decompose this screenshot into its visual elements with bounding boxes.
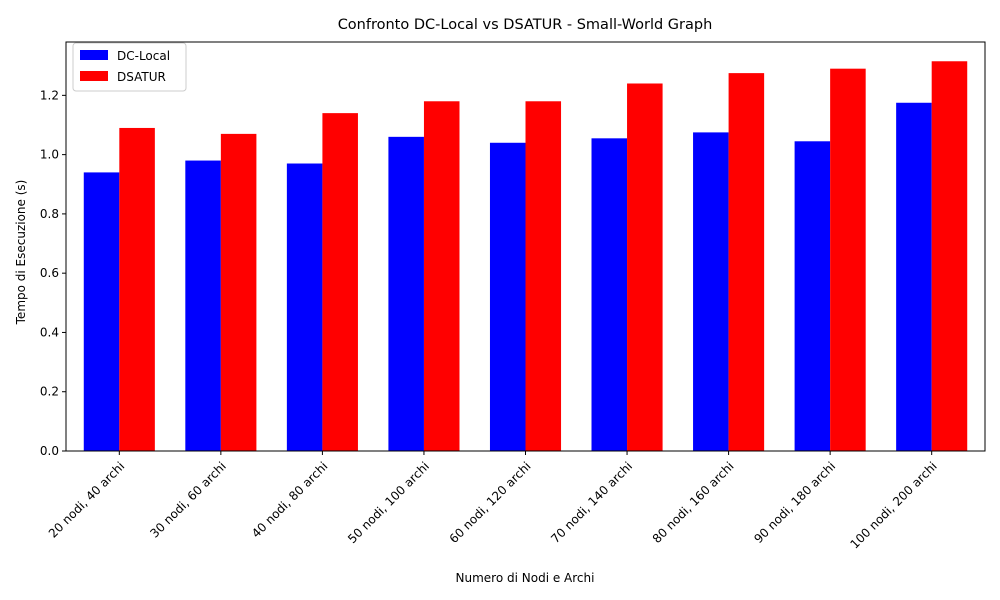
bar-dsatur-2 bbox=[322, 113, 358, 451]
x-tick-label-2: 40 nodi, 80 archi bbox=[249, 459, 331, 541]
bar-dsatur-8 bbox=[931, 61, 968, 451]
y-tick-label-2: 0.4 bbox=[40, 325, 59, 339]
legend-label-0: DC-Local bbox=[117, 49, 170, 63]
bar-dsatur-5 bbox=[627, 83, 663, 452]
bar-dc-local-4 bbox=[489, 142, 526, 451]
bar-dsatur-1 bbox=[220, 133, 257, 451]
bar-dc-local-5 bbox=[591, 138, 628, 452]
bar-dsatur-3 bbox=[423, 101, 460, 451]
bar-dc-local-3 bbox=[388, 136, 424, 451]
y-tick-label-5: 1.0 bbox=[40, 148, 59, 162]
x-tick-label-7: 90 nodi, 180 archi bbox=[751, 459, 838, 546]
chart-title: Confronto DC-Local vs DSATUR - Small-Wor… bbox=[338, 17, 713, 33]
y-tick-label-1: 0.2 bbox=[40, 385, 59, 399]
x-axis-label: Numero di Nodi e Archi bbox=[456, 571, 595, 585]
plot-area: 0.0 0.2 0.4 0.6 0.8 1.0 1.2 20 nodi, 40 archi 30… bbox=[40, 41, 986, 551]
y-tick-label-6: 1.2 bbox=[40, 88, 59, 102]
legend: DC-Local DSATUR bbox=[72, 42, 187, 92]
legend-label-1: DSATUR bbox=[117, 70, 166, 84]
bar-dc-local-0 bbox=[83, 172, 120, 451]
bar-dc-local-2 bbox=[286, 163, 323, 451]
x-tick-label-6: 80 nodi, 160 archi bbox=[650, 459, 737, 546]
x-tick-label-3: 50 nodi, 100 archi bbox=[345, 459, 432, 546]
y-tick-label-3: 0.6 bbox=[40, 266, 59, 280]
x-tick-label-4: 60 nodi, 120 archi bbox=[447, 459, 534, 546]
x-tick-label-8: 100 nodi, 200 archi bbox=[847, 459, 939, 551]
bar-dsatur-7 bbox=[830, 68, 866, 451]
bar-dc-local-7 bbox=[794, 141, 831, 451]
x-tick-label-1: 30 nodi, 60 archi bbox=[147, 459, 229, 541]
y-tick-label-4: 0.8 bbox=[40, 207, 59, 221]
y-tick-label-0: 0.0 bbox=[40, 444, 59, 458]
bar-dsatur-0 bbox=[119, 127, 155, 451]
y-axis-label: Tempo di Esecuzione (s) bbox=[14, 180, 28, 326]
bar-dc-local-8 bbox=[896, 102, 932, 451]
bar-dc-local-6 bbox=[693, 132, 729, 451]
x-tick-label-0: 20 nodi, 40 archi bbox=[46, 459, 128, 541]
legend-swatch-0 bbox=[80, 50, 108, 60]
bar-dsatur-6 bbox=[728, 73, 765, 451]
bar-dsatur-4 bbox=[525, 101, 562, 451]
legend-swatch-1 bbox=[80, 71, 108, 81]
bar-dc-local-1 bbox=[185, 160, 221, 451]
x-tick-label-5: 70 nodi, 140 archi bbox=[548, 459, 635, 546]
